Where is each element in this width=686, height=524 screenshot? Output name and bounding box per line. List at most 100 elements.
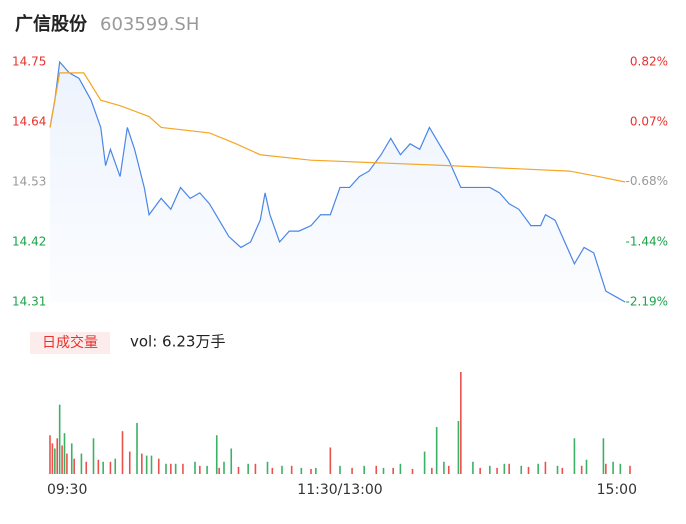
volume-bar [457,420,460,474]
volume-bar [114,458,117,474]
volume-bar [573,438,576,474]
volume-bar [182,463,184,474]
volume-bar [206,465,208,474]
volume-badge [30,332,110,354]
volume-bar [54,448,56,474]
y2-tick-label: -1.44% [626,235,668,249]
volume-bar [80,453,83,474]
volume-bar [447,465,450,474]
volume-bar [310,468,312,474]
volume-bar [61,445,63,474]
volume-bar [85,461,88,474]
volume-label: 日成交量 [42,334,98,351]
y2-tick-label: -0.68% [626,174,668,188]
volume-bar [375,465,378,474]
volume-bar [612,461,614,474]
volume-bar [194,461,196,474]
volume-bar [230,448,233,474]
volume-bar [145,455,148,474]
volume-bar [136,423,138,474]
volume-bar [556,465,559,474]
volume-bar [443,461,445,474]
volume-summary: vol: 6.23万手 [130,333,225,351]
stock-code: 603599.SH [100,14,199,35]
volume-bar [585,459,588,474]
volume-bar [63,433,66,474]
volume-bar [290,465,293,474]
y2-tick-label: 0.82% [630,55,668,69]
volume-bar [174,463,177,474]
volume-bar [329,447,332,474]
volume-bar [73,458,75,474]
volume-bar [431,467,433,474]
volume-bar [247,463,249,474]
volume-bar [121,431,124,474]
volume-bar [266,461,269,474]
volume-bar [602,438,605,474]
volume-bar [254,463,257,474]
volume-bar [237,466,240,474]
volume-bar [102,461,104,474]
volume-bar [537,463,539,474]
volume-bar [271,467,274,474]
volume-bar [629,465,631,474]
y-tick-label: 14.31 [12,295,46,309]
volume-bar [150,455,153,474]
volume-bar [165,463,167,474]
volume-bar [520,465,523,474]
y-tick-label: 14.75 [12,55,46,69]
volume-bar [479,467,481,474]
y-tick-label: 14.53 [12,175,46,189]
y-tick-label: 14.42 [12,235,46,249]
x-tick-label: 11:30/13:00 [297,482,382,498]
average-line [49,72,626,183]
volume-bar [411,468,414,474]
volume-bar [561,467,564,474]
volume-bar [170,463,172,474]
volume-bar [199,465,201,474]
volume-bar [435,427,438,474]
volume-bar [544,461,547,474]
volume-bar [66,453,68,474]
x-tick-label: 09:30 [47,482,87,498]
price-area [50,62,626,302]
volume-bar [580,465,583,474]
volume-bar [351,467,353,474]
volume-bar [460,372,462,474]
volume-bar [619,463,622,474]
volume-bar [472,461,474,474]
volume-bar [605,463,607,474]
volume-bar [399,463,402,474]
x-tick-label: 15:00 [597,482,637,498]
volume-bar [392,467,394,474]
volume-bar [97,459,100,474]
volume-bar [58,404,61,474]
volume-bar [315,467,317,474]
volume-bar [128,451,131,474]
volume-bar [489,465,491,474]
volume-bar [281,465,283,474]
volume-bar [339,465,341,474]
stock-name: 广信股份 [15,13,88,35]
volume-bar [363,465,365,474]
volume-bar [49,435,51,474]
volume-bar [51,443,54,474]
y2-tick-label: 0.07% [630,114,668,128]
volume-bar [141,453,143,474]
volume-bar [92,438,95,474]
price-line [49,60,626,303]
volume-bar [423,451,426,474]
volume-bar [56,438,59,474]
volume-bar [215,435,218,474]
volume-bar [527,466,530,474]
volume-bar [300,467,303,474]
y2-tick-label: -2.19% [626,295,668,309]
volume-bar [503,463,506,474]
volume-bar [223,461,225,474]
volume-bar [218,467,220,474]
volume-bar [496,467,498,474]
volume-bar [109,461,112,474]
volume-bar [508,463,510,474]
